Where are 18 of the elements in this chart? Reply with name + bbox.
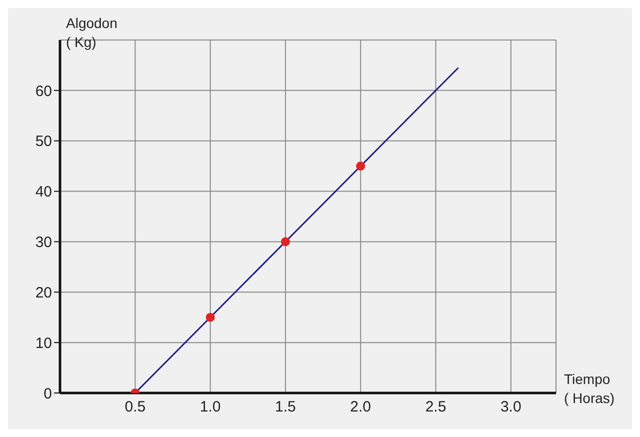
y-tick-label: 30 [35,234,52,252]
x-tick-label: 2.0 [350,398,372,416]
y-tick-label: 0 [44,385,52,402]
point [356,162,366,171]
y-tick-label: 50 [35,133,52,150]
x-tick-label: 1.5 [275,398,296,416]
x-tick-label: 2.5 [425,398,446,416]
point [280,237,290,246]
x-tick-label: 3.0 [500,398,522,416]
point [206,312,215,322]
x-tick-label: 0.5 [124,398,146,416]
y-tick-label: 10 [35,334,52,352]
y-tick-label: 60 [35,82,52,100]
y-tick-label: 20 [35,284,52,302]
y-axis-title: Algodon ( Kg) [66,14,118,52]
x-axis-title: Tiempo ( Horas) [564,370,615,408]
y-tick-label: 40 [35,184,52,201]
x-tick-label: 1.0 [200,398,221,416]
